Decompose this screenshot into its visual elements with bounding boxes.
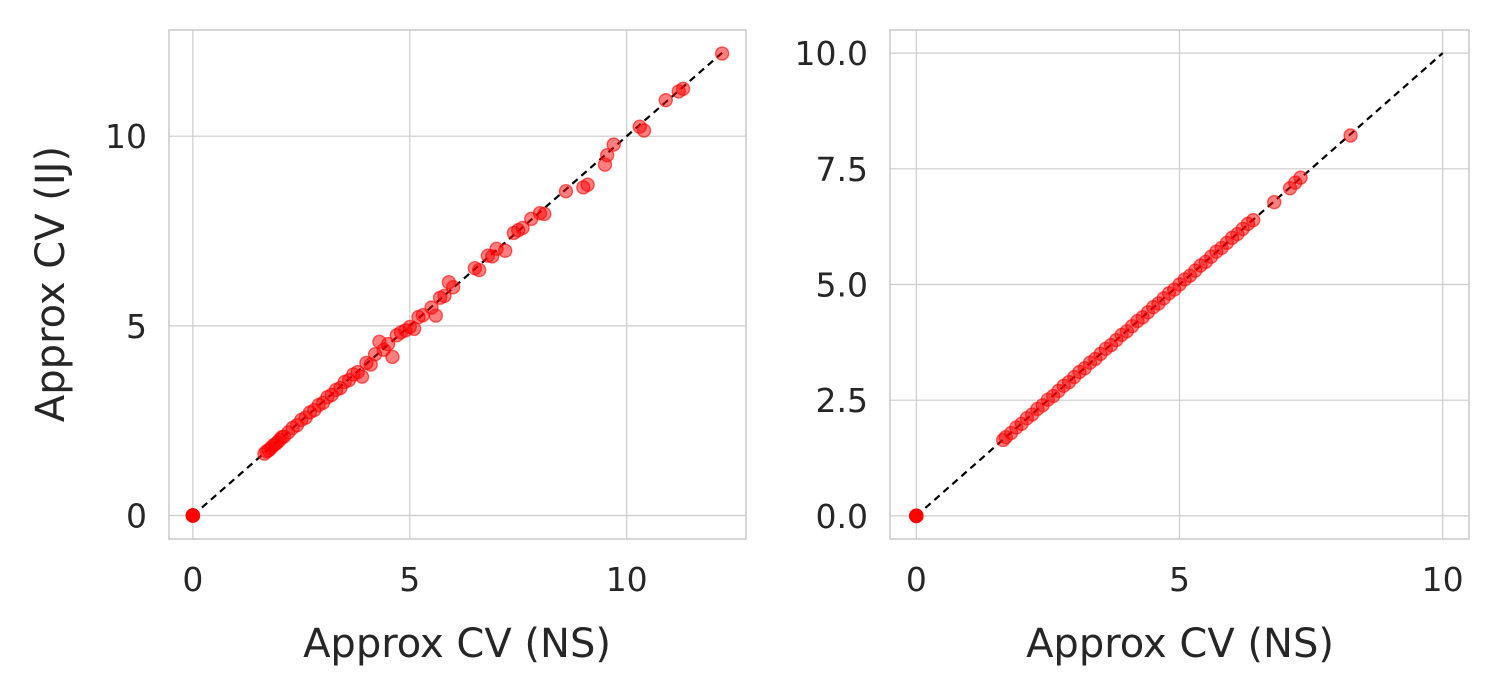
left-scatter-point: [471, 262, 487, 278]
right-scatter-points: [909, 128, 1358, 524]
left-panel: 0 5 10 0 5 10 Approx CV (NS) Approx CV (IJ): [28, 29, 747, 667]
right-scatter-point: [1293, 170, 1308, 185]
left-scatter-point: [636, 123, 652, 138]
left-y-tick-labels: 0 5 10: [105, 117, 147, 535]
left-grid: [169, 30, 746, 539]
right-x-tick-label: 10: [1422, 560, 1464, 599]
left-scatter-point: [675, 81, 691, 96]
left-scatter-point: [658, 92, 673, 108]
right-panel: 0 5 10 0.0 2.5 5.0 7.5 10.0 Approx CV (NS): [795, 29, 1470, 667]
left-scatter-point: [714, 46, 730, 61]
right-x-tick-label: 5: [1169, 560, 1190, 599]
left-x-tick-label: 0: [182, 560, 203, 599]
left-y-tick-label: 10: [105, 117, 147, 156]
left-x-tick-label: 5: [399, 560, 420, 599]
left-x-tick-label: 10: [606, 560, 648, 599]
left-scatter-point: [385, 349, 400, 365]
left-scatter-point: [580, 177, 595, 192]
left-scatter-point: [498, 243, 513, 258]
left-scatter-point: [445, 279, 461, 295]
left-scatter-point: [558, 183, 574, 199]
left-y-tick-label: 0: [126, 496, 147, 535]
right-scatter-point: [909, 508, 924, 524]
right-y-tick-label: 5.0: [816, 266, 868, 305]
left-scatter-point: [599, 147, 615, 163]
left-plot-frame: [168, 29, 747, 540]
left-scatter-point: [406, 321, 422, 337]
left-scatter-point: [537, 206, 552, 222]
left-scatter-point: [606, 137, 621, 152]
right-scatter-point: [1343, 128, 1358, 143]
right-plot-frame: [889, 29, 1470, 540]
right-y-tick-label: 10.0: [795, 34, 868, 73]
right-scatter-point: [1267, 194, 1282, 210]
left-scatter-point: [380, 336, 396, 352]
left-scatter-point: [354, 369, 370, 384]
left-y-axis-label: Approx CV (IJ): [28, 146, 74, 422]
right-y-tick-labels: 0.0 2.5 5.0 7.5 10.0: [795, 34, 868, 536]
right-scatter-point: [1245, 212, 1261, 228]
right-y-tick-label: 7.5: [816, 150, 868, 189]
left-scatter-points: [185, 46, 730, 523]
left-scatter-point: [428, 308, 444, 323]
left-scatter-point: [437, 288, 452, 304]
right-x-tick-labels: 0 5 10: [906, 560, 1464, 599]
left-scatter-point: [515, 220, 530, 236]
left-x-tick-labels: 0 5 10: [182, 560, 647, 599]
right-y-tick-label: 0.0: [816, 497, 868, 536]
left-y-tick-label: 5: [126, 307, 147, 346]
left-x-axis-label: Approx CV (NS): [303, 621, 611, 667]
left-scatter-point: [185, 508, 201, 523]
right-y-tick-label: 2.5: [816, 381, 868, 420]
right-x-axis-label: Approx CV (NS): [1026, 621, 1334, 667]
right-x-tick-label: 0: [906, 560, 927, 599]
